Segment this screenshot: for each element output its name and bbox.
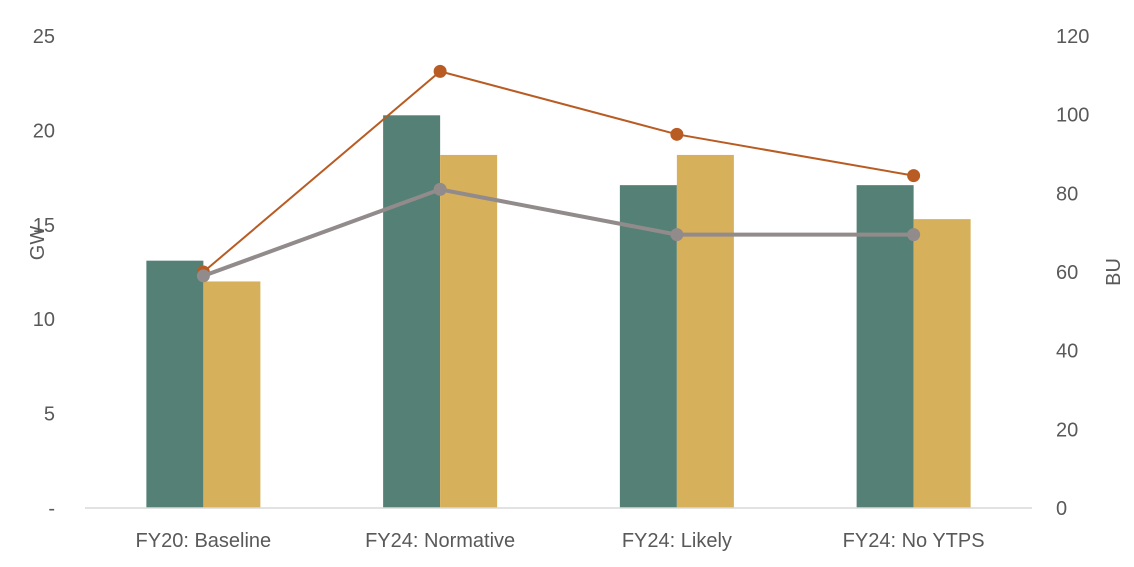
bar <box>203 281 261 508</box>
y2-tick-label: 20 <box>1056 419 1078 441</box>
y-tick-label: 10 <box>33 309 55 331</box>
y2-axis-title: BU <box>1103 258 1125 286</box>
bar <box>440 154 498 508</box>
right-axis-ticks: 0 20 40 60 80 100 120 <box>1056 26 1089 520</box>
lines <box>196 64 921 283</box>
line-point <box>907 228 921 242</box>
y2-tick-label: 60 <box>1056 262 1078 284</box>
y2-tick-label: 80 <box>1056 183 1078 205</box>
y2-tick-label: 40 <box>1056 341 1078 363</box>
y-tick-label: 5 <box>44 404 55 426</box>
bar <box>913 219 971 509</box>
category-label: FY20: Baseline <box>136 530 272 552</box>
line-point <box>433 182 447 196</box>
y-tick-label: 20 <box>33 120 55 142</box>
y-tick-label: 25 <box>33 26 55 48</box>
category-label: FY24: Normative <box>365 530 515 552</box>
category-labels: FY20: Baseline FY24: Normative FY24: Likel… <box>136 530 985 552</box>
bar <box>383 115 441 509</box>
y2-tick-label: 120 <box>1056 26 1089 48</box>
line-point <box>670 127 684 141</box>
bar <box>619 185 677 509</box>
series-line <box>202 187 914 278</box>
left-axis-ticks: - 5 10 15 20 25 <box>33 26 55 520</box>
bars <box>146 115 971 509</box>
bar <box>856 185 914 509</box>
y2-tick-label: 0 <box>1056 498 1067 520</box>
y-axis-title: GW <box>27 226 49 261</box>
y-tick-label: - <box>48 498 55 520</box>
category-label: FY24: Likely <box>622 530 732 552</box>
line-point <box>196 269 210 283</box>
line-point <box>433 64 447 78</box>
series-line <box>202 70 914 273</box>
bar <box>146 260 204 508</box>
y-tick-label: 15 <box>33 215 55 237</box>
y2-tick-label: 100 <box>1056 105 1089 127</box>
line-point <box>907 169 921 183</box>
bar <box>676 154 734 508</box>
category-label: FY24: No YTPS <box>843 530 985 552</box>
line-point <box>670 228 684 242</box>
